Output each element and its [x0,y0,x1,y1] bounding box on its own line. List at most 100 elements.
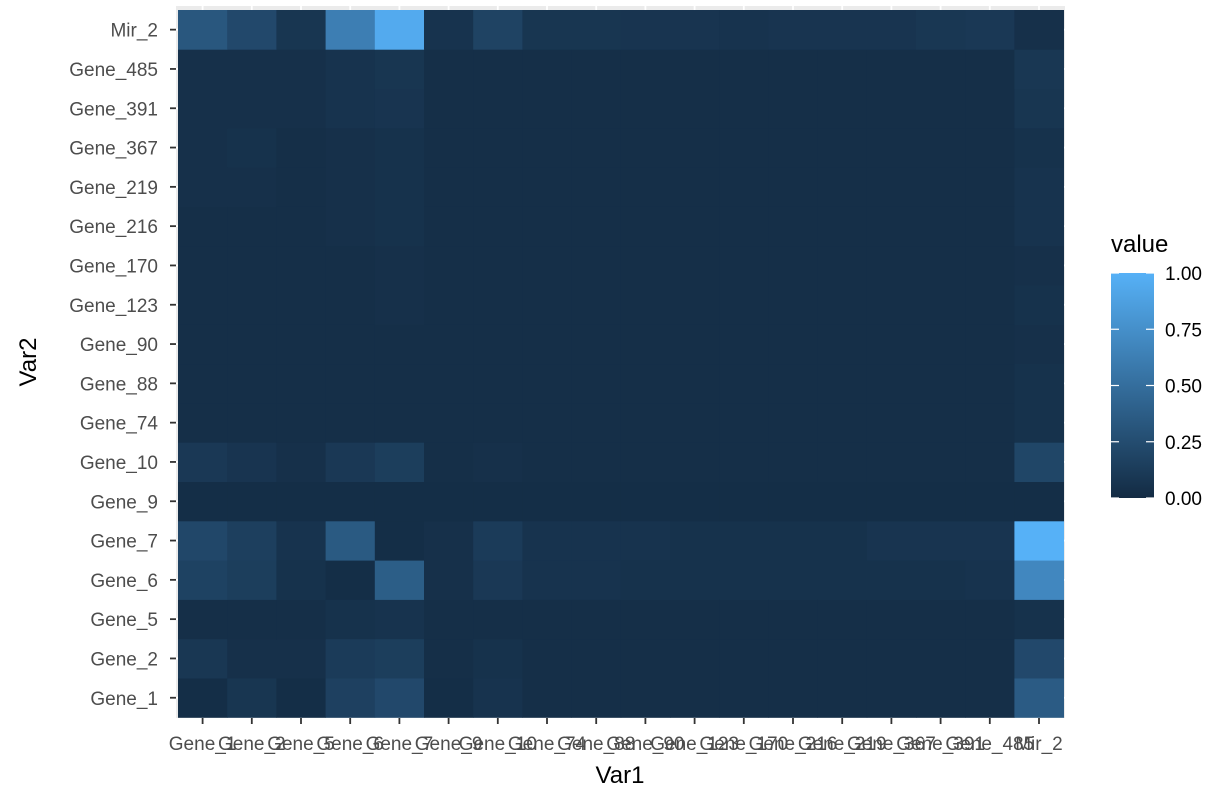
heatmap-tile [916,285,966,325]
heatmap-tile [620,49,671,89]
y-tick-label: Mir_2 [110,21,158,42]
x-axis-title: Var1 [596,762,645,789]
heatmap-tile [916,88,966,129]
heatmap-tile [276,678,326,718]
heatmap-tile [227,245,277,286]
heatmap-tile [916,167,966,207]
heatmap-tile [866,285,917,325]
heatmap-tile [768,206,818,247]
heatmap-tile [522,206,572,247]
heatmap-tile [325,167,376,207]
heatmap-tile [227,88,277,129]
heatmap-tile [276,245,326,286]
heatmap-tile [719,285,769,325]
heatmap-tile [817,678,868,718]
x-tick-label: Gene_1 [169,734,237,755]
heatmap-tile [424,285,474,325]
heatmap-tile [620,167,671,207]
heatmap-tile [276,167,326,207]
heatmap-tile [374,206,425,247]
heatmap-tile [424,481,474,522]
heatmap-tile [276,324,326,365]
heatmap-tile [866,560,917,600]
heatmap-tile [1014,167,1064,207]
heatmap-tile [965,167,1015,207]
heatmap-tile [965,49,1015,89]
heatmap-tile [670,127,720,168]
heatmap-tile [719,560,769,600]
heatmap-tile [719,88,769,129]
y-tick-label: Gene_6 [90,571,158,592]
x-tick-label: Gene_216 [749,734,838,755]
heatmap-tile [178,88,228,129]
heatmap-tile [227,560,277,600]
heatmap-tile [1014,324,1064,365]
x-tick-label: Gene_391 [896,734,985,755]
heatmap-tile [571,442,622,482]
x-axis: Gene_1Gene_2Gene_5Gene_6Gene_7Gene_9Gene… [169,718,1063,755]
heatmap-tile [227,324,277,365]
heatmap-tiles [178,10,1064,718]
heatmap-tile [522,245,572,286]
heatmap-tile [522,10,572,50]
heatmap-tile [620,285,671,325]
heatmap-tile [817,599,868,640]
heatmap-tile [571,481,622,522]
heatmap-tile [571,49,622,89]
heatmap-tile [424,127,474,168]
y-tick-label: Gene_367 [69,139,158,160]
heatmap-tile [374,324,425,365]
heatmap-tile [227,403,277,443]
y-tick-label: Gene_9 [90,492,158,513]
heatmap-tile [424,403,474,443]
legend-label: 0.00 [1165,489,1202,510]
heatmap-tile [670,88,720,129]
heatmap-tile [965,481,1015,522]
y-tick-label: Gene_219 [69,178,158,199]
heatmap-tile [817,127,868,168]
heatmap-tile [276,599,326,640]
legend-ticks: 0.00 0.25 0.50 0.75 1.00 [1111,264,1202,510]
heatmap-tile [374,520,425,561]
x-tick-label: Gene_10 [459,734,537,755]
heatmap-tile [817,403,868,443]
heatmap-tile [571,599,622,640]
heatmap-tile [670,520,720,561]
heatmap-tile [178,520,228,561]
heatmap-tile [178,49,228,89]
heatmap-tile [965,10,1015,50]
heatmap-tile [620,481,671,522]
y-tick-label: Gene_5 [90,610,158,631]
heatmap-tile [325,520,376,561]
heatmap-tile [571,10,622,50]
legend-label: 0.50 [1165,377,1202,398]
heatmap-tile [866,127,917,168]
heatmap-tile [768,442,818,482]
heatmap-tile [473,403,523,443]
heatmap-tile [522,481,572,522]
heatmap-tile [768,520,818,561]
heatmap-tile [817,285,868,325]
heatmap-tile [817,167,868,207]
heatmap-tile [522,363,572,404]
heatmap-tile [374,678,425,718]
heatmap-tile [620,88,671,129]
heatmap-tile [1014,403,1064,443]
color-legend: value 0.00 0.25 0.50 0.75 1.00 [1111,231,1202,510]
x-tick-label: Gene_7 [366,734,434,755]
heatmap-tile [719,245,769,286]
heatmap-tile [670,363,720,404]
heatmap-tile [522,442,572,482]
heatmap-tile [620,127,671,168]
heatmap-tile [670,285,720,325]
heatmap-tile [473,49,523,89]
heatmap-tile [276,10,326,50]
heatmap-tile [866,638,917,679]
heatmap-tile [719,638,769,679]
x-tick-label: Gene_6 [316,734,384,755]
heatmap-tile [424,167,474,207]
x-tick-label: Gene_367 [847,734,936,755]
x-tick-label: Gene_2 [218,734,286,755]
heatmap-tile [571,678,622,718]
